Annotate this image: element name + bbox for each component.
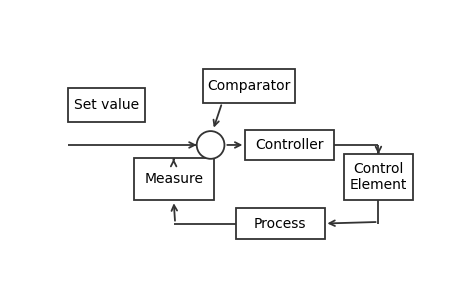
Text: Measure: Measure	[145, 172, 203, 186]
Text: Process: Process	[254, 216, 307, 231]
Ellipse shape	[197, 131, 225, 159]
Bar	[344, 154, 413, 201]
Text: Set value: Set value	[74, 98, 139, 112]
Bar	[245, 130, 334, 160]
Text: Control
Element: Control Element	[350, 162, 407, 192]
Bar	[203, 69, 295, 103]
Bar	[134, 158, 214, 201]
Bar	[68, 88, 145, 122]
Text: Comparator: Comparator	[208, 79, 291, 93]
Text: Controller: Controller	[255, 138, 324, 152]
Bar	[236, 208, 325, 239]
